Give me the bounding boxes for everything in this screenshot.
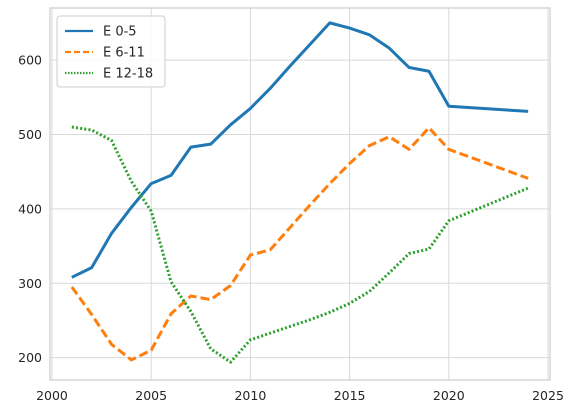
series-line-e-6-11 — [70, 126, 529, 362]
x-tick-label: 2025 — [532, 388, 564, 403]
legend-label: E 12-18 — [103, 67, 153, 82]
plot-frame — [49, 7, 551, 381]
y-tick-label: 200 — [18, 350, 42, 365]
series-layer — [70, 21, 529, 364]
series-line-e-12-18 — [71, 125, 529, 364]
y-tick-label: 500 — [18, 127, 42, 142]
x-tick-label: 2005 — [135, 388, 167, 403]
x-tick-label: 2000 — [36, 388, 68, 403]
y-axis-ticks: 200 300 400 500 600 — [18, 53, 42, 366]
x-tick-label: 2015 — [334, 388, 366, 403]
x-axis-ticks: 2000 2005 2010 2015 2020 2025 — [36, 388, 564, 403]
x-tick-label: 2010 — [234, 388, 266, 403]
y-tick-label: 400 — [18, 201, 42, 216]
legend-label: E 6-11 — [103, 46, 145, 61]
y-tick-label: 600 — [18, 53, 42, 68]
series-line-e-0-5 — [71, 21, 529, 279]
legend: E 0-5 E 6-11 E 12-18 — [56, 15, 166, 88]
y-tick-label: 300 — [18, 276, 42, 291]
legend-label: E 0-5 — [103, 25, 137, 40]
x-tick-label: 2020 — [433, 388, 465, 403]
legend-box — [56, 15, 166, 88]
